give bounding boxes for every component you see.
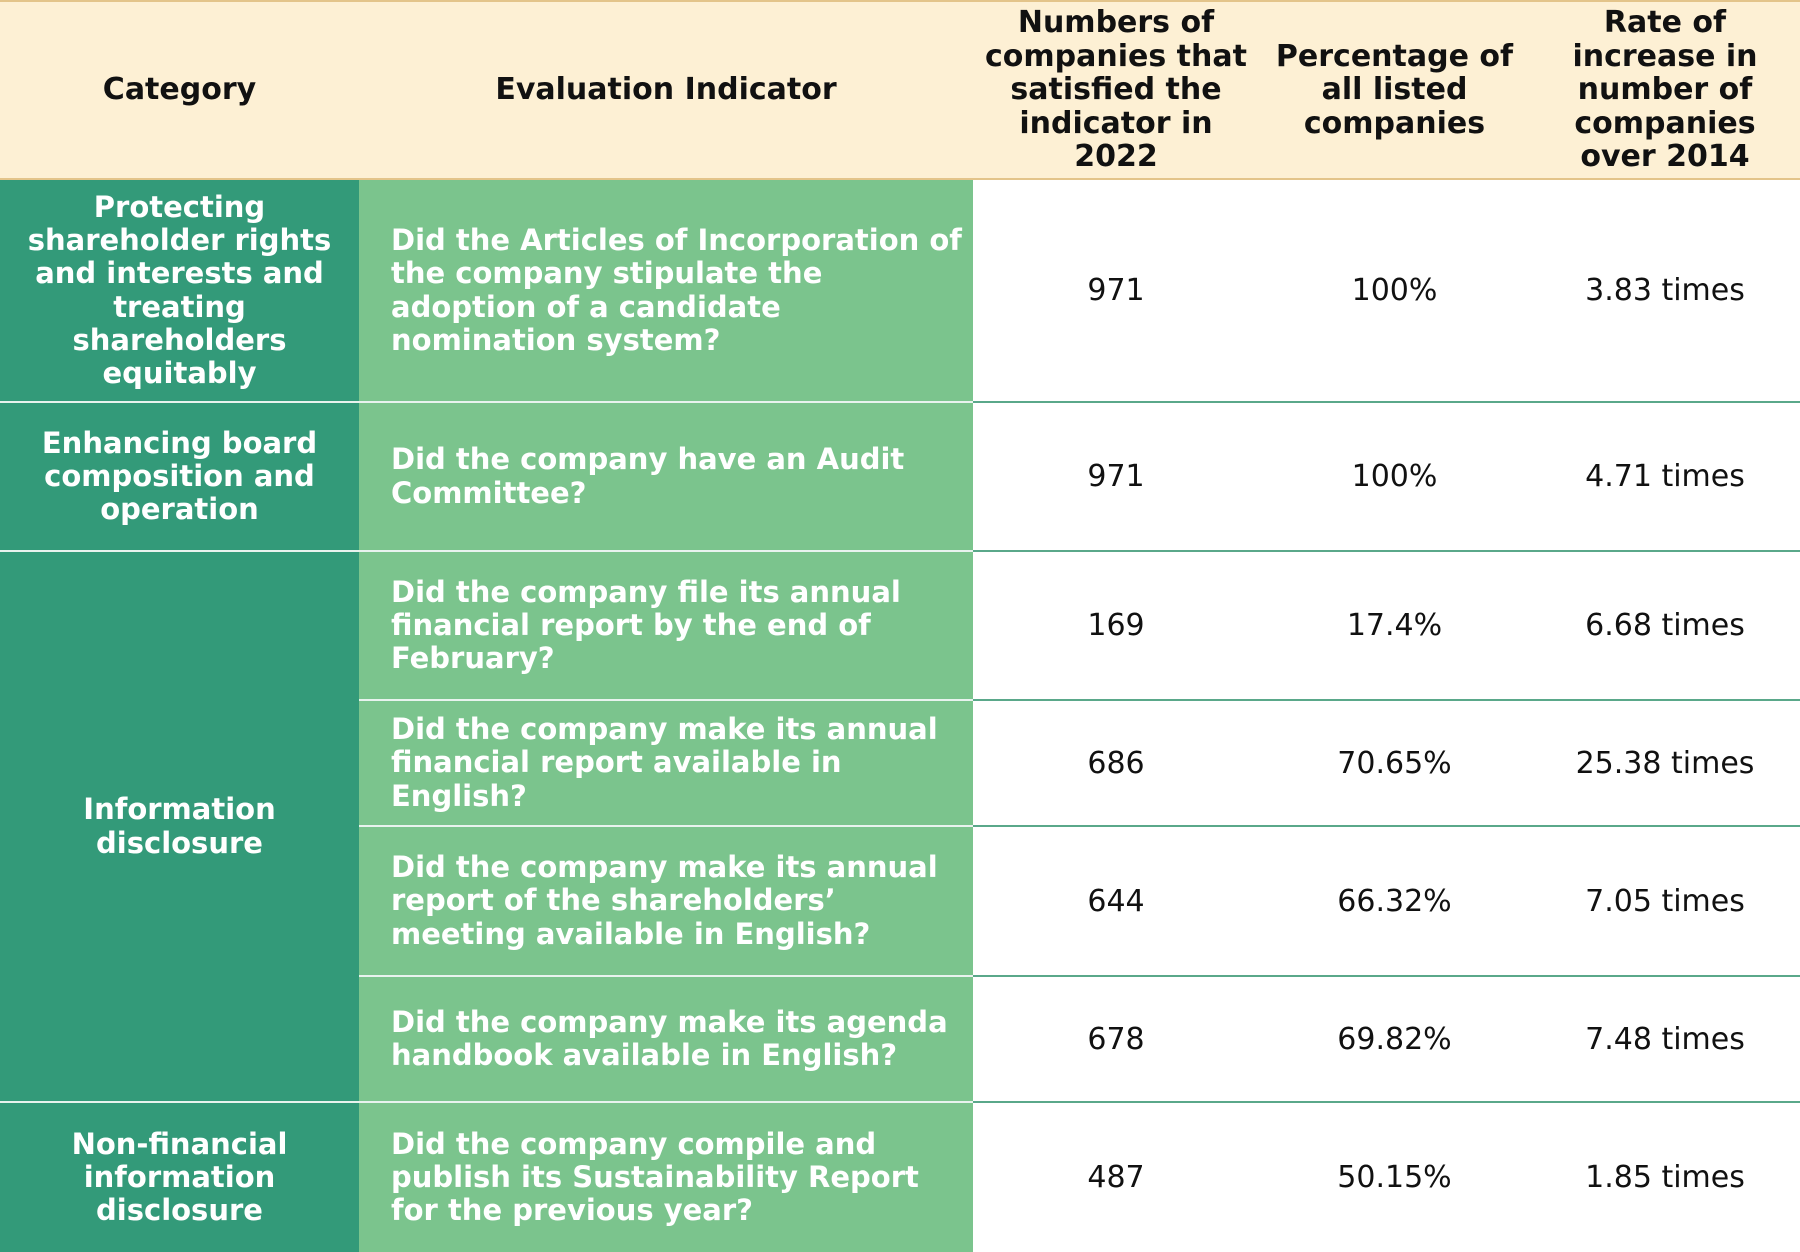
value-cell: 7.05 times: [1530, 826, 1800, 977]
category-cell: Enhancing board composition and operatio…: [0, 402, 359, 552]
value-cell: 644: [973, 826, 1259, 977]
indicator-cell: Did the company compile and publish its …: [359, 1102, 973, 1252]
value-cell: 678: [973, 976, 1259, 1103]
indicator-cell: Did the company make its annual report o…: [359, 826, 973, 977]
value-cell: 971: [973, 179, 1259, 403]
value-cell: 66.32%: [1259, 826, 1530, 977]
value-cell: 1.85 times: [1530, 1102, 1800, 1252]
value-cell: 3.83 times: [1530, 179, 1800, 403]
category-cell: Non-financial information disclosure: [0, 1102, 359, 1252]
header-cell: Numbers of companies that satisfied the …: [973, 0, 1259, 180]
value-cell: 4.71 times: [1530, 402, 1800, 552]
value-cell: 50.15%: [1259, 1102, 1530, 1252]
value-cell: 70.65%: [1259, 700, 1530, 827]
header-cell: Category: [0, 0, 359, 180]
value-cell: 487: [973, 1102, 1259, 1252]
table-row: Did the company make its annual financia…: [0, 700, 1800, 827]
value-cell: 971: [973, 402, 1259, 552]
table-row: Did the company make its annual report o…: [0, 826, 1800, 977]
value-cell: 100%: [1259, 179, 1530, 403]
value-cell: 17.4%: [1259, 551, 1530, 701]
header-cell: Evaluation Indicator: [359, 0, 973, 180]
indicator-cell: Did the company file its annual financia…: [359, 551, 973, 701]
table-row: Did the company make its agenda handbook…: [0, 976, 1800, 1103]
indicator-cell: Did the company make its agenda handbook…: [359, 976, 973, 1103]
indicator-cell: Did the Articles of Incorporation of the…: [359, 179, 973, 403]
value-cell: 25.38 times: [1530, 700, 1800, 827]
value-cell: 7.48 times: [1530, 976, 1800, 1103]
value-cell: 6.68 times: [1530, 551, 1800, 701]
header-cell: Percentage of all listed companies: [1259, 0, 1530, 180]
table-body: Protecting shareholder rights and intere…: [0, 179, 1800, 1252]
value-cell: 169: [973, 551, 1259, 701]
header-row: Category Evaluation Indicator Numbers of c…: [0, 0, 1800, 180]
indicator-cell: Did the company make its annual financia…: [359, 700, 973, 827]
category-cell: Information disclosure: [0, 551, 359, 1103]
header-cell: Rate of increase in number of companies …: [1530, 0, 1800, 180]
indicator-cell: Did the company have an Audit Committee?: [359, 402, 973, 552]
value-cell: 69.82%: [1259, 976, 1530, 1103]
table-row: Protecting shareholder rights and intere…: [0, 179, 1800, 403]
value-cell: 686: [973, 700, 1259, 827]
category-cell: Protecting shareholder rights and intere…: [0, 179, 359, 403]
table-row: Enhancing board composition and operatio…: [0, 402, 1800, 552]
table-row: Information disclosure Did the company fi…: [0, 551, 1800, 1103]
value-cell: 100%: [1259, 402, 1530, 552]
table-row: Non-financial information disclosure Did …: [0, 1102, 1800, 1252]
